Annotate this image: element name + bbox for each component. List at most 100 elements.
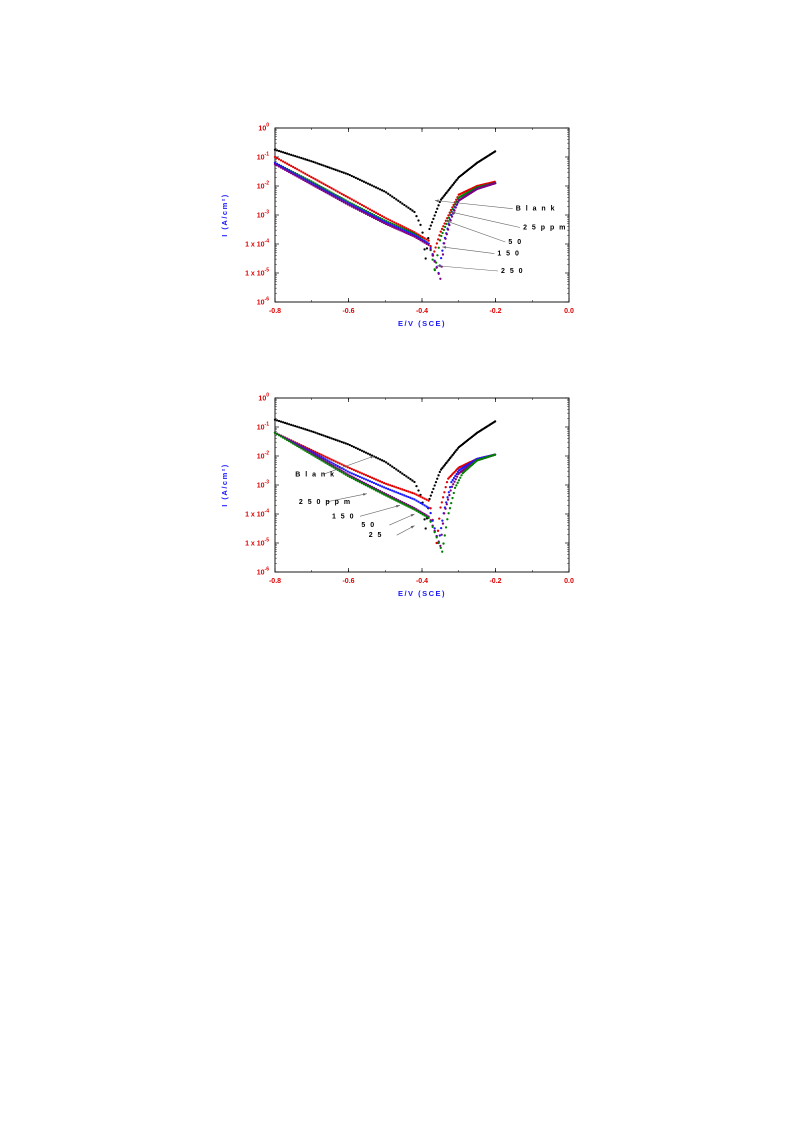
data-point: [330, 465, 333, 468]
data-point: [405, 227, 408, 230]
data-point: [374, 211, 378, 214]
data-point: [395, 468, 398, 471]
data-point: [334, 196, 337, 199]
data-point: [380, 459, 384, 462]
data-point: [493, 150, 497, 153]
x-tick-label: -0.8: [269, 308, 281, 315]
data-point: [425, 498, 428, 501]
data-point: [328, 463, 331, 467]
data-point: [273, 418, 277, 421]
y-tick-base: 10: [257, 184, 265, 191]
x-axis-title: E/V (SCE): [398, 589, 446, 598]
data-point: [296, 168, 299, 171]
data-point: [439, 256, 443, 260]
y-tick-label: 10-3: [257, 480, 269, 490]
data-point: [324, 165, 327, 168]
data-point: [391, 465, 394, 468]
data-point: [300, 156, 303, 160]
data-point: [324, 191, 327, 194]
data-point: [318, 187, 321, 190]
data-point: [434, 246, 437, 249]
data-point: [419, 511, 422, 515]
data-point: [454, 474, 457, 478]
y-tick-label: 10-6: [257, 567, 269, 577]
data-point: [425, 242, 428, 245]
data-point: [320, 433, 323, 436]
data-point: [405, 231, 408, 235]
data-point: [338, 462, 341, 465]
data-point: [447, 458, 450, 461]
polarization-chart-1: -0.8 -0.6 -0.4 -0.2 0.0 100 10-1 10-2 10-3 1 x 10…: [0, 100, 793, 360]
data-point: [366, 452, 370, 455]
data-point: [382, 216, 386, 219]
data-point: [413, 210, 416, 214]
data-point: [304, 172, 307, 175]
data-point: [415, 232, 418, 235]
data-point: [443, 512, 446, 515]
data-point: [439, 546, 442, 550]
data-point: [376, 457, 380, 460]
data-point: [440, 533, 443, 536]
data-point: [452, 182, 456, 185]
data-point: [423, 248, 426, 251]
data-point: [312, 160, 315, 164]
data-point: [378, 491, 382, 494]
data-point: [374, 489, 378, 492]
data-point: [447, 216, 451, 219]
data-point: [385, 461, 388, 464]
data-point: [350, 467, 353, 471]
data-point: [281, 160, 285, 163]
data-point: [380, 485, 384, 488]
data-point: [275, 156, 279, 160]
data-point: [450, 185, 453, 188]
data-point: [376, 218, 380, 222]
data-point: [409, 208, 412, 211]
data-point: [360, 449, 364, 452]
data-point: [431, 254, 434, 257]
data-point: [425, 238, 428, 241]
data-point: [294, 174, 297, 177]
data-point: [417, 500, 420, 503]
data-point: [348, 204, 351, 207]
data-point: [415, 493, 418, 496]
data-point: [352, 477, 355, 481]
data-point: [332, 459, 335, 462]
data-point: [448, 187, 452, 190]
data-point: [452, 452, 456, 455]
data-point: [385, 487, 388, 490]
annotation-arrow: [434, 200, 513, 209]
annotation-arrowhead: [410, 514, 415, 517]
data-point: [439, 506, 442, 509]
data-point: [407, 228, 410, 231]
data-point: [433, 260, 436, 263]
annotation-arrow: [436, 265, 499, 272]
data-point: [302, 448, 305, 451]
data-point: [438, 470, 441, 474]
data-point: [334, 460, 337, 463]
annotation-arrowhead: [436, 264, 441, 268]
data-point: [448, 486, 452, 489]
data-point: [368, 214, 372, 218]
data-point: [334, 168, 337, 171]
data-point: [454, 206, 457, 209]
data-point: [320, 188, 323, 192]
data-point: [376, 212, 380, 216]
data-point: [401, 472, 404, 475]
data-point: [449, 489, 452, 492]
data-point: [358, 178, 362, 181]
data-point: [453, 486, 457, 490]
data-point: [279, 159, 283, 162]
data-point: [322, 164, 325, 167]
data-point: [279, 150, 283, 153]
data-point: [296, 444, 299, 448]
data-point: [326, 456, 329, 459]
data-point: [393, 485, 396, 488]
data-point: [453, 480, 456, 483]
data-point: [320, 453, 323, 456]
x-tick-label: -0.2: [489, 308, 501, 315]
y-tick-exponent: -2: [265, 181, 270, 187]
data-point: [397, 223, 400, 226]
data-point: [330, 461, 333, 464]
data-point: [401, 202, 404, 205]
data-point: [382, 221, 386, 225]
